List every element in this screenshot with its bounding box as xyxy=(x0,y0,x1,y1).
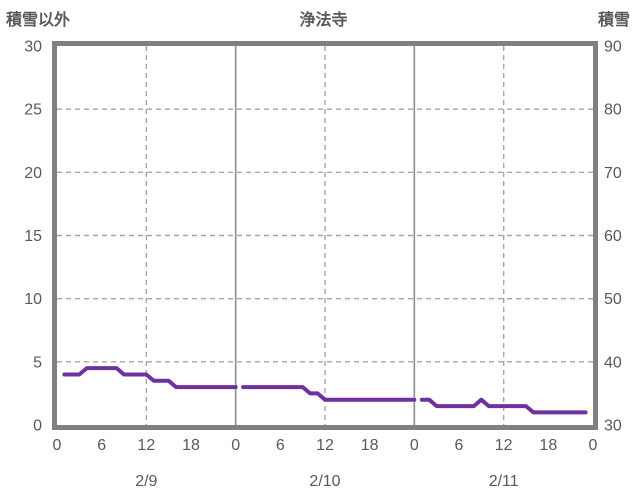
right-tick-label: 50 xyxy=(604,291,622,308)
left-axis-tick-labels: 0 5 10 15 20 25 30 xyxy=(24,39,42,435)
right-axis-title: 積雪 xyxy=(597,12,630,29)
series-line-積雪 xyxy=(62,366,588,415)
hour-label: 18 xyxy=(539,437,557,454)
right-tick-label: 90 xyxy=(604,39,622,56)
vertical-dashed-gridlines xyxy=(145,46,505,425)
line-segment-2/11 xyxy=(419,397,588,415)
right-tick-label: 70 xyxy=(604,165,622,182)
left-tick-label: 10 xyxy=(24,291,42,308)
hour-label: 18 xyxy=(182,437,200,454)
left-tick-label: 20 xyxy=(24,165,42,182)
left-axis-title: 積雪以外 xyxy=(6,12,71,29)
hour-label: 6 xyxy=(455,437,464,454)
left-tick-label: 5 xyxy=(33,354,42,371)
day-label: 2/11 xyxy=(489,473,519,490)
left-tick-label: 0 xyxy=(33,418,42,435)
day-label: 2/10 xyxy=(309,473,340,490)
hour-label: 0 xyxy=(231,437,240,454)
hour-label: 6 xyxy=(97,437,106,454)
hour-label: 0 xyxy=(589,437,598,454)
chart-title: 浄法寺 xyxy=(299,12,348,29)
right-tick-label: 80 xyxy=(604,102,622,119)
hour-label: 0 xyxy=(410,437,419,454)
plot-frame xyxy=(52,41,598,430)
hour-label: 12 xyxy=(495,437,513,454)
left-tick-label: 25 xyxy=(24,102,42,119)
right-tick-label: 30 xyxy=(604,418,622,435)
hour-label: 6 xyxy=(276,437,285,454)
line-segment-2/10 xyxy=(241,385,417,402)
hour-labels: 0 6 12 18 0 6 12 18 0 6 12 18 0 xyxy=(53,437,598,454)
right-axis-tick-labels: 30 40 50 60 70 80 90 xyxy=(604,39,622,435)
hour-label: 12 xyxy=(316,437,334,454)
hour-label: 12 xyxy=(137,437,155,454)
left-tick-label: 15 xyxy=(24,228,42,245)
line-segment-2/9 xyxy=(62,366,238,390)
left-tick-label: 30 xyxy=(24,39,42,56)
hour-label: 0 xyxy=(53,437,62,454)
day-labels: 2/9 2/10 2/11 xyxy=(135,473,519,490)
day-divider-lines xyxy=(234,46,416,425)
right-tick-label: 40 xyxy=(604,354,622,371)
day-label: 2/9 xyxy=(135,473,157,490)
hour-label: 18 xyxy=(361,437,379,454)
right-tick-label: 60 xyxy=(604,228,622,245)
